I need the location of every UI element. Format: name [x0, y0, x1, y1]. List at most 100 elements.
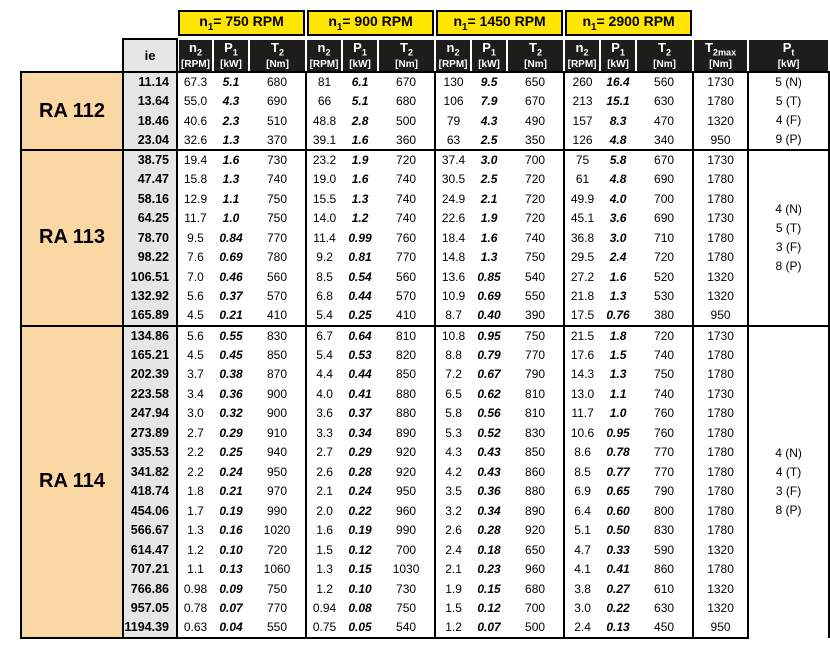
t2-value: 740	[378, 208, 437, 228]
n2-value: 106	[443, 94, 464, 109]
p1-value: 0.41	[606, 562, 630, 577]
p1-value: 0.85	[477, 269, 501, 284]
col-header-t2: T2 [Nm]	[249, 39, 306, 72]
p1-value: 0.69	[219, 250, 243, 265]
gear-ratio-value: 766.86	[122, 579, 178, 599]
t2-value: 720	[507, 169, 566, 189]
t2-value: 730	[378, 579, 437, 599]
t2-value: 490	[507, 111, 566, 131]
t2-value: 850	[378, 364, 437, 384]
n2-value: 79	[446, 113, 461, 128]
n2-value: 157	[572, 113, 593, 128]
gear-ratio-value: 614.47	[122, 540, 178, 560]
n2-value: 18.4	[441, 230, 466, 245]
n2-value: 5.8	[445, 406, 462, 421]
p1-value: 2.8	[351, 113, 369, 128]
col-header-n2: n2 [RPM]	[564, 39, 600, 72]
n2-value: 0.78	[183, 601, 208, 616]
t2-value: 680	[249, 71, 308, 92]
t2max-value: 950	[693, 618, 750, 639]
t2max-value: 1780	[693, 481, 750, 501]
p1-value: 1.9	[480, 211, 498, 226]
p1-value: 4.0	[609, 191, 627, 206]
p1-value: 0.55	[213, 324, 249, 345]
p1-value: 0.21	[219, 484, 243, 499]
p1-value: 0.18	[477, 542, 501, 557]
n2-value: 1.2	[435, 618, 472, 639]
spacer-cell	[693, 10, 830, 39]
t2-value: 920	[507, 520, 566, 540]
t2-value: 890	[378, 423, 437, 443]
p1-value: 0.24	[348, 484, 372, 499]
gear-ratio-value: 223.58	[122, 384, 178, 404]
p1-value: 0.10	[348, 581, 372, 596]
t2max-value: 1730	[693, 208, 750, 228]
n2-value: 260	[564, 71, 601, 92]
gear-ratio-value: 418.74	[122, 481, 178, 501]
gear-ratio-value: 47.47	[122, 169, 178, 189]
gear-ratio-value: 957.05	[122, 598, 178, 618]
gear-ratio-value: 98.22	[122, 247, 178, 267]
t2-value: 790	[507, 364, 566, 384]
t2-value: 770	[249, 228, 308, 248]
t2-value: 700	[507, 149, 566, 170]
table-row: 341.82 2.2 0.24 950 2.6 0.28 920 4.2 0.43 860 8.5 0…	[21, 462, 829, 482]
t2-value: 360	[378, 130, 437, 150]
n2-value: 3.5	[445, 484, 462, 499]
table-row: 132.92 5.6 0.37 570 6.8 0.44 570 10.9 0.69 550 21.…	[21, 286, 829, 306]
t2-value: 1020	[249, 520, 308, 540]
table-row: 165.89 4.5 0.21 410 5.4 0.25 410 8.7 0.40 390 17.5…	[21, 306, 829, 326]
p1-value: 0.13	[600, 618, 637, 639]
table-row: 223.58 3.4 0.36 900 4.0 0.41 880 6.5 0.62 810 13.0…	[21, 384, 829, 404]
t2-value: 570	[378, 286, 437, 306]
gear-ratio-value: 38.75	[122, 149, 178, 170]
p1-value: 0.22	[348, 503, 372, 518]
p1-value: 0.27	[606, 581, 630, 596]
pt-line: 3 (F)	[775, 239, 802, 254]
n2-value: 8.5	[574, 464, 591, 479]
table-row: 614.47 1.2 0.10 720 1.5 0.12 700 2.4 0.18 650 4.7 0…	[21, 540, 829, 560]
n2-value: 3.8	[574, 581, 591, 596]
p1-value: 4.8	[609, 132, 627, 147]
t2-value: 1060	[249, 559, 308, 579]
p1-value: 1.3	[609, 289, 627, 304]
t2-value: 560	[378, 267, 437, 287]
pt-line: 4 (F)	[775, 113, 802, 127]
pt-line: 4 (N)	[775, 446, 802, 460]
gear-ratio-value: 18.46	[122, 111, 178, 131]
p1-value: 0.38	[219, 367, 243, 382]
n2-value: 10.8	[435, 324, 472, 345]
t2-value: 610	[636, 579, 695, 599]
p1-value: 0.25	[219, 445, 243, 460]
rpm-header-text: n1= 1450 RPM	[436, 10, 564, 36]
t2-value: 390	[507, 306, 566, 326]
p1-value: 0.32	[219, 406, 243, 421]
rpm-header-row: n1= 750 RPM n1= 900 RPM n1= 1450 RPM n1=…	[21, 10, 830, 39]
col-header-n2: n2 [RPM]	[435, 39, 471, 72]
table-row: 64.25 11.7 1.0 750 14.0 1.2 740 22.6 1.9 720 45.1 3…	[21, 208, 829, 228]
p1-value: 0.04	[213, 618, 249, 639]
n2-value: 4.5	[187, 308, 204, 323]
pt-line: 5 (N)	[775, 75, 802, 89]
p1-value: 0.07	[471, 618, 508, 639]
t2-value: 740	[378, 189, 437, 209]
p1-value: 3.0	[471, 149, 508, 170]
p1-value: 0.12	[348, 542, 372, 557]
t2-value: 920	[378, 442, 437, 462]
p1-value: 0.95	[471, 324, 508, 345]
n2-value: 14.8	[441, 250, 466, 265]
p1-value: 0.45	[219, 347, 243, 362]
t2-value: 950	[378, 481, 437, 501]
table-row: 273.89 2.7 0.29 910 3.3 0.34 890 5.3 0.52 830 10.6…	[21, 423, 829, 443]
gear-ratio-value: 454.06	[122, 501, 178, 521]
n2-value: 21.5	[564, 324, 601, 345]
n2-value: 8.5	[316, 269, 333, 284]
n2-value: 22.6	[441, 211, 466, 226]
t2-value: 750	[249, 579, 308, 599]
n2-value: 19.4	[177, 149, 213, 170]
p1-value: 1.6	[609, 269, 627, 284]
t2-value: 380	[636, 306, 695, 326]
pt-line: 9 (P)	[775, 132, 802, 146]
p1-value: 0.62	[477, 386, 501, 401]
t2-value: 720	[378, 149, 437, 170]
